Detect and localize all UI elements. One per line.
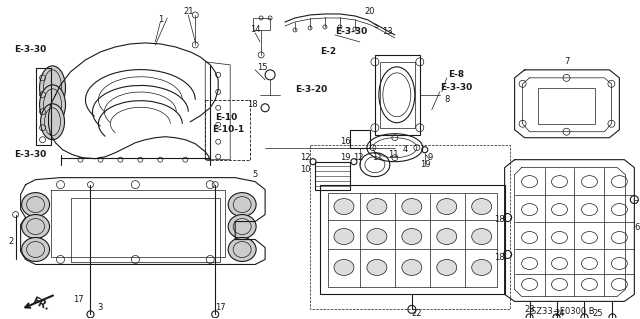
Text: 17: 17 (215, 303, 225, 312)
Ellipse shape (367, 259, 387, 275)
Text: E-3-30: E-3-30 (440, 83, 472, 92)
Text: 9: 9 (427, 153, 433, 162)
Ellipse shape (436, 228, 457, 244)
Ellipse shape (40, 104, 65, 140)
Text: 5: 5 (253, 170, 258, 179)
Ellipse shape (40, 85, 65, 125)
Text: E-2: E-2 (320, 48, 336, 56)
Text: 15: 15 (257, 63, 268, 72)
Ellipse shape (472, 259, 492, 275)
Text: 18: 18 (494, 253, 505, 262)
Text: E-3-20: E-3-20 (295, 85, 327, 94)
Ellipse shape (334, 228, 354, 244)
Text: 21: 21 (183, 7, 193, 17)
Ellipse shape (22, 215, 49, 239)
Text: 14: 14 (250, 26, 260, 34)
Text: 11: 11 (372, 153, 382, 162)
Text: 6: 6 (635, 223, 640, 232)
Ellipse shape (40, 66, 65, 110)
Text: 7: 7 (564, 57, 569, 66)
Text: 1: 1 (157, 15, 163, 25)
Ellipse shape (367, 228, 387, 244)
Bar (70, 197, 220, 263)
Ellipse shape (22, 238, 49, 262)
Ellipse shape (367, 199, 387, 215)
Text: 25: 25 (592, 309, 603, 318)
Bar (205, 100, 250, 160)
Text: 22: 22 (412, 309, 422, 318)
Bar (310, 145, 509, 309)
Text: E-3-30: E-3-30 (335, 27, 367, 36)
Ellipse shape (228, 215, 256, 239)
Text: 16: 16 (340, 137, 350, 146)
Ellipse shape (228, 238, 256, 262)
Text: 19: 19 (340, 153, 350, 162)
Text: E-8: E-8 (448, 70, 464, 79)
Text: 18: 18 (247, 100, 257, 109)
Ellipse shape (402, 259, 422, 275)
Text: 20: 20 (365, 7, 375, 17)
Ellipse shape (402, 228, 422, 244)
Ellipse shape (472, 228, 492, 244)
Ellipse shape (402, 199, 422, 215)
Text: 4: 4 (402, 145, 408, 154)
Text: 12: 12 (300, 153, 310, 162)
Ellipse shape (334, 199, 354, 215)
Text: 24: 24 (554, 309, 564, 318)
Text: 11: 11 (388, 150, 398, 159)
Bar (538, 88, 595, 124)
Text: E-3-30: E-3-30 (13, 150, 46, 159)
Text: E-3-30: E-3-30 (13, 45, 46, 55)
Ellipse shape (436, 259, 457, 275)
Text: 8: 8 (444, 95, 449, 104)
Text: 18: 18 (494, 215, 505, 224)
Ellipse shape (472, 199, 492, 215)
Ellipse shape (436, 199, 457, 215)
Text: FR.: FR. (31, 296, 51, 313)
Text: 3: 3 (98, 303, 103, 312)
Text: 13: 13 (383, 27, 393, 36)
Text: 23: 23 (524, 305, 535, 314)
Text: E-10: E-10 (215, 113, 237, 122)
Ellipse shape (228, 193, 256, 217)
Text: 2: 2 (8, 237, 13, 246)
Ellipse shape (22, 193, 49, 217)
Text: 10: 10 (300, 165, 310, 174)
Ellipse shape (334, 259, 354, 275)
Text: 19: 19 (420, 160, 431, 169)
Text: 17: 17 (73, 295, 84, 304)
Text: 12: 12 (353, 153, 363, 162)
Text: E-10-1: E-10-1 (212, 125, 244, 134)
Text: SZ33−E0300 B: SZ33−E0300 B (531, 307, 595, 316)
